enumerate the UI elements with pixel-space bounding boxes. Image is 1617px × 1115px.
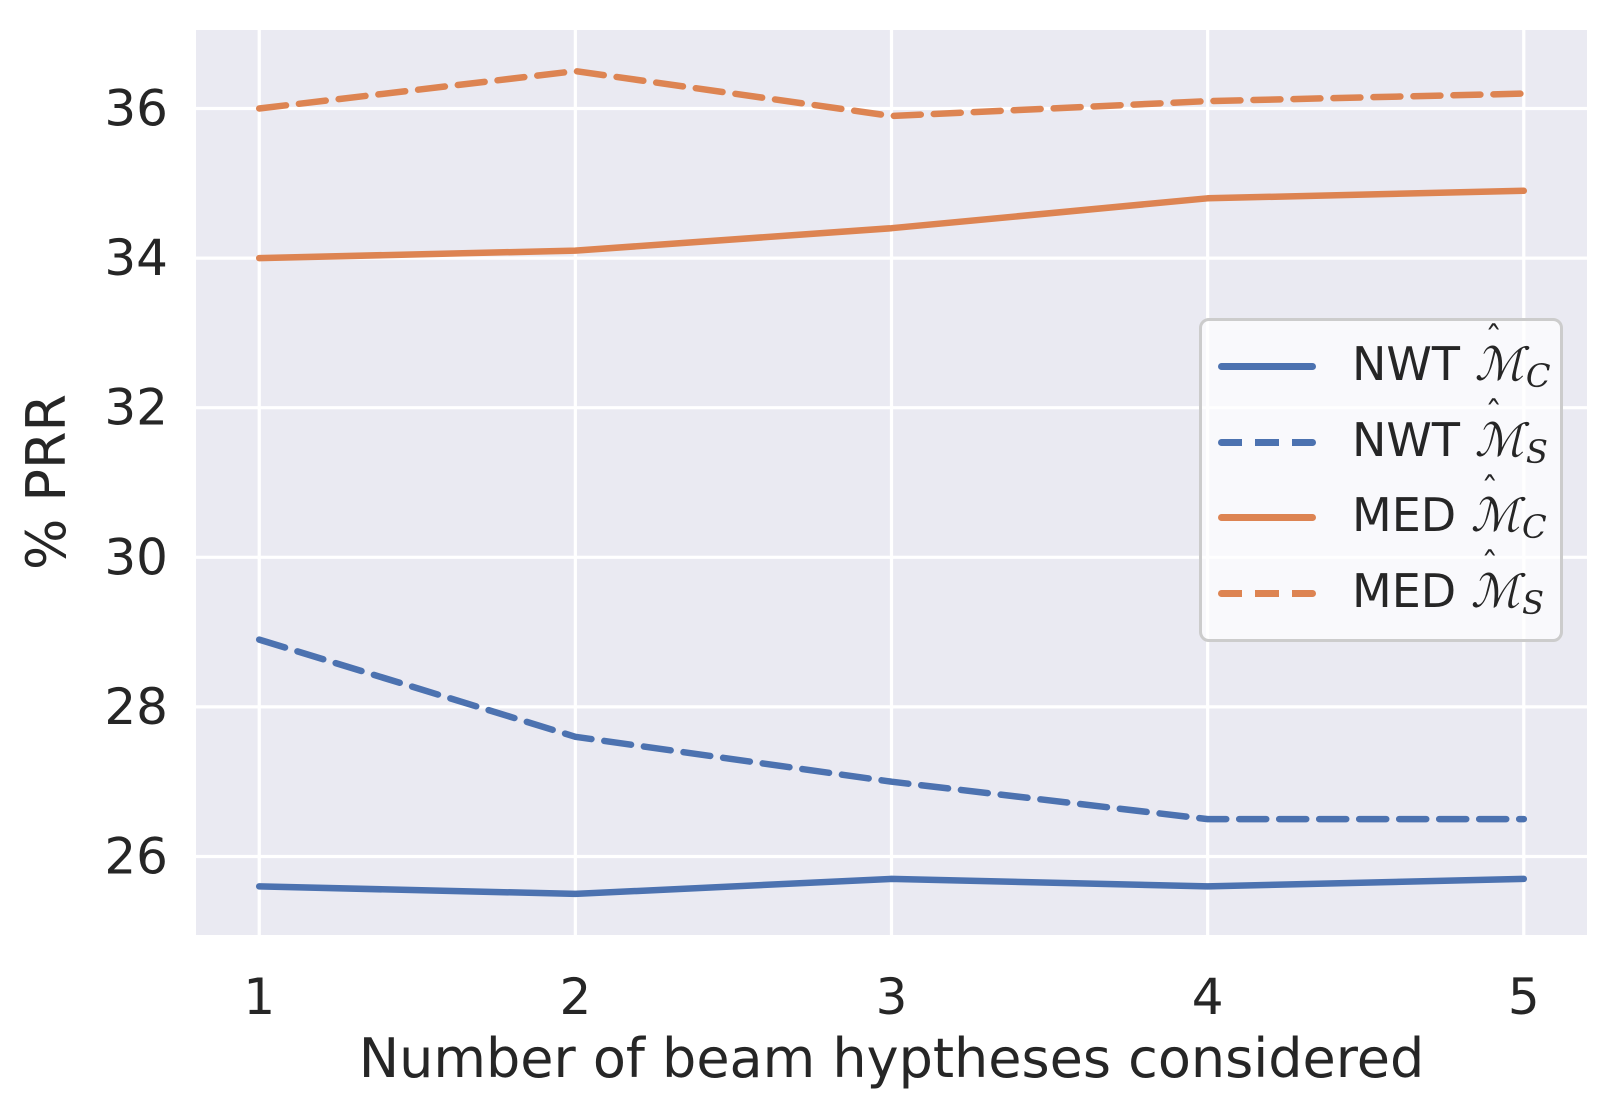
series-line-med-mc: [255, 187, 1528, 262]
legend-label-subscript: C: [1525, 357, 1551, 396]
x-tick-label: 4: [1192, 968, 1224, 1026]
hat-accent: ˆ: [1484, 395, 1503, 436]
y-tick-label: 32: [104, 379, 168, 437]
y-axis-label: % PRR: [15, 393, 78, 571]
legend-label: MED ˆ ℳC: [1352, 474, 1547, 547]
x-tick-label: 5: [1508, 968, 1540, 1026]
gridlines: [196, 30, 1587, 935]
legend-item-nwt-ms: NWT ˆ ℳS: [1218, 398, 1560, 471]
hat-accent: ˆ: [1481, 470, 1499, 511]
legend-label: NWT ˆ ℳC: [1352, 323, 1551, 396]
legend-item-med-mc: MED ˆ ℳC: [1218, 474, 1560, 547]
legend-item-nwt-mc: NWT ˆ ℳC: [1218, 323, 1560, 396]
x-tick-label: 1: [243, 968, 275, 1026]
x-tick-label: 3: [876, 968, 908, 1026]
hat-accent: ˆ: [1484, 319, 1503, 360]
legend-label-prefix: MED: [1352, 563, 1471, 618]
legend-label-subscript: S: [1525, 432, 1548, 471]
y-tick-label: 26: [104, 827, 168, 885]
legend: NWT ˆ ℳC NWT ˆ ℳS MED ˆ ℳC MED ˆ ℳS: [1199, 318, 1563, 642]
series-line-nwt-mc: [255, 875, 1528, 898]
legend-label-subscript: S: [1522, 583, 1545, 622]
series-line-nwt-ms: [255, 636, 1528, 823]
legend-label-prefix: NWT: [1352, 337, 1475, 392]
legend-label: MED ˆ ℳS: [1352, 549, 1545, 622]
hat-accent: ˆ: [1481, 546, 1499, 587]
y-tick-label: 28: [104, 678, 168, 736]
legend-dashed-line-swatch: [1218, 438, 1316, 446]
y-tick-label: 36: [104, 80, 168, 138]
y-tick-label: 30: [104, 528, 168, 586]
x-axis-label: Number of beam hyptheses considered: [358, 1027, 1425, 1090]
legend-dashed-line-swatch: [1218, 589, 1316, 597]
x-tick-label: 2: [559, 968, 591, 1026]
y-tick-label: 34: [104, 229, 168, 287]
legend-label-prefix: MED: [1352, 488, 1471, 543]
legend-solid-line-swatch: [1218, 514, 1316, 522]
legend-item-med-ms: MED ˆ ℳS: [1218, 549, 1560, 622]
legend-solid-line-swatch: [1218, 363, 1316, 371]
series-line-med-ms: [255, 67, 1528, 120]
legend-label: NWT ˆ ℳS: [1352, 398, 1548, 471]
legend-label-subscript: C: [1522, 508, 1547, 547]
legend-label-prefix: NWT: [1352, 412, 1475, 467]
